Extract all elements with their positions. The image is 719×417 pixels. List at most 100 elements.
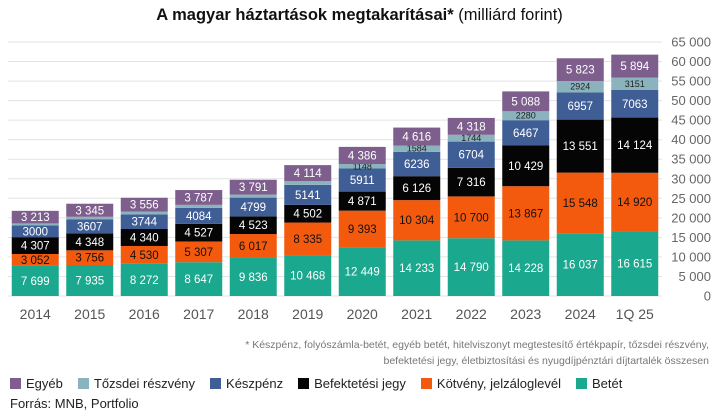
- data-label: 4 114: [294, 168, 323, 180]
- x-tick-label: 2022: [456, 306, 487, 322]
- bar-segment: [120, 263, 168, 296]
- bar-segment: [66, 233, 114, 251]
- data-label: 1148: [353, 161, 372, 171]
- bar-segment: [11, 265, 59, 296]
- data-label: 6 017: [239, 241, 268, 253]
- data-label: 3 787: [184, 192, 213, 204]
- data-label: 5 823: [566, 65, 595, 77]
- x-tick-label: 2014: [20, 306, 51, 322]
- x-tick-label: 2024: [565, 306, 596, 322]
- bar-segment: [120, 245, 168, 264]
- bar-segment: [338, 164, 386, 169]
- bar-segment: [66, 203, 114, 217]
- data-label: 13 867: [508, 208, 543, 220]
- bar-segment: [611, 54, 659, 78]
- y-tick-label: 45 000: [671, 113, 711, 128]
- data-label: 4 307: [21, 241, 50, 253]
- data-label: 5 894: [620, 61, 649, 73]
- bar-segment: [120, 211, 168, 215]
- bar-segment: [120, 197, 168, 212]
- bar-segment: [393, 151, 441, 177]
- footnote-line: * Készpénz, folyószámla-betét, egyéb bet…: [245, 339, 709, 351]
- data-label: 14 233: [399, 263, 434, 275]
- data-label: 13 551: [563, 141, 598, 153]
- bar-segment: [338, 210, 386, 248]
- bar-segment: [66, 264, 114, 296]
- legend-label: Befektetési jegy: [314, 375, 406, 391]
- bar-segment: [447, 196, 495, 239]
- data-label: 14 228: [508, 263, 543, 275]
- x-tick-label: 2017: [183, 306, 214, 322]
- x-tick-label: 2016: [129, 306, 160, 322]
- legend-swatch: [420, 377, 432, 389]
- data-label: 3000: [22, 226, 48, 238]
- data-label: 8 272: [130, 275, 159, 287]
- bar-segment: [229, 194, 277, 198]
- y-tick-label: 60 000: [671, 54, 711, 69]
- bar-segment: [611, 231, 659, 296]
- bar-segment: [11, 225, 59, 238]
- y-tick-label: 25 000: [671, 191, 711, 206]
- data-label: 5141: [295, 190, 321, 202]
- y-tick-label: 40 000: [671, 132, 711, 147]
- bar-segment: [66, 250, 114, 265]
- bar-segment: [229, 197, 277, 217]
- stacked-bar-chart: 0 5 000 10 000 15 000 20 000 25 000 30 000 35 0…: [8, 35, 711, 322]
- y-tick-label: 10 000: [671, 249, 711, 264]
- x-tick-label: 2019: [292, 306, 323, 322]
- data-label: 10 429: [508, 161, 543, 173]
- legend-item: Kötvény, jelzáloglevél: [420, 376, 561, 391]
- data-label: 9 836: [239, 272, 268, 284]
- bar-segment: [447, 117, 495, 135]
- data-label: 6957: [567, 101, 593, 113]
- legend-label: Betét: [591, 375, 623, 391]
- data-label: 4084: [186, 211, 212, 223]
- bar-segment: [447, 134, 495, 142]
- bar-segment: [11, 253, 59, 266]
- legend-item: Tőzsdei részvény: [77, 375, 196, 391]
- bar-segment: [11, 223, 59, 226]
- legend-label: Tőzsdei részvény: [93, 375, 196, 391]
- data-label: 3 756: [75, 253, 104, 265]
- bar-segment: [556, 119, 604, 173]
- bar-segment: [284, 222, 332, 256]
- data-label: 1744: [461, 133, 481, 143]
- bar-segment: [611, 89, 659, 118]
- data-label: 4 871: [348, 196, 377, 208]
- bar-segment: [229, 234, 277, 258]
- data-label: 4 502: [293, 209, 322, 221]
- footnote: * Készpénz, folyószámla-betét, egyéb bet…: [109, 337, 709, 369]
- legend-item: Készpénz: [210, 376, 283, 391]
- bar-segment: [393, 145, 441, 152]
- bar-segment: [556, 172, 604, 234]
- legend-swatch: [575, 377, 587, 389]
- data-label: 1584: [407, 144, 427, 154]
- data-label: 10 700: [454, 212, 489, 224]
- chart-title-bold: A magyar háztartások megtakarításai*: [156, 6, 454, 24]
- data-label: 16 615: [617, 259, 652, 271]
- bar-segment: [66, 216, 114, 220]
- data-label: 4 527: [184, 228, 213, 240]
- data-label: 7 699: [21, 276, 50, 288]
- y-tick-label: 0: [704, 289, 711, 304]
- bar-segment: [338, 146, 386, 165]
- bar-segment: [447, 238, 495, 296]
- y-tick-label: 65 000: [671, 35, 711, 50]
- bar-segment: [338, 168, 386, 192]
- bar-segment: [502, 120, 550, 146]
- y-tick-label: 35 000: [671, 152, 711, 167]
- legend-label: Készpénz: [226, 375, 284, 391]
- source-note: Forrás: MNB, Portfolio: [10, 396, 139, 411]
- data-label: 14 124: [617, 140, 653, 152]
- y-tick-label: 30 000: [671, 171, 711, 186]
- data-label: 3 052: [21, 255, 50, 267]
- bar-segment: [556, 233, 604, 296]
- bar-segment: [229, 257, 277, 296]
- bar-segment: [502, 91, 550, 112]
- data-label: 4 348: [75, 237, 104, 249]
- bar-segment: [393, 240, 441, 296]
- data-label: 3151: [625, 79, 645, 89]
- data-label: 2924: [570, 82, 590, 92]
- y-tick-label: 20 000: [671, 210, 711, 225]
- data-label: 5 307: [184, 247, 213, 259]
